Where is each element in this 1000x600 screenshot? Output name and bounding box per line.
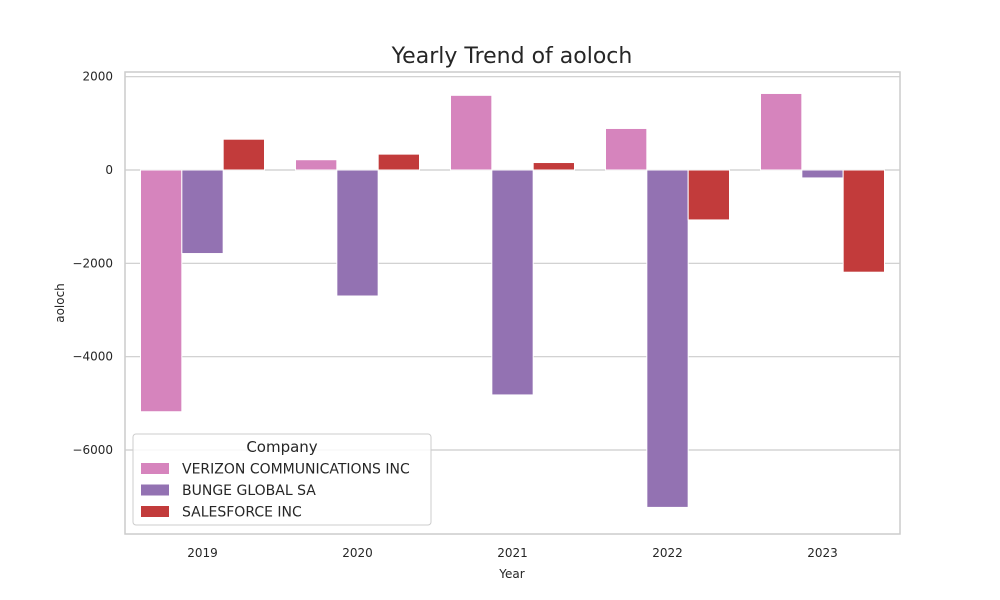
bar: [295, 159, 338, 171]
legend-label: VERIZON COMMUNICATIONS INC: [182, 462, 410, 478]
legend-label: BUNGE GLOBAL SA: [182, 483, 316, 499]
legend-swatch: [141, 506, 169, 517]
bar: [222, 138, 266, 171]
x-tick-label: 2020: [342, 546, 373, 560]
bars: [140, 92, 886, 508]
bar: [450, 94, 493, 171]
bar: [532, 162, 576, 171]
bar: [801, 169, 844, 179]
legend-box: [132, 433, 432, 526]
legend-title: Company: [246, 438, 317, 456]
y-tick-label: 2000: [82, 70, 113, 84]
bar: [605, 127, 648, 171]
legend: Company VERIZON COMMUNICATIONS INC BUNGE …: [132, 433, 432, 526]
bar: [377, 153, 420, 171]
legend-swatch: [141, 484, 169, 496]
y-tick-label: −4000: [72, 350, 113, 364]
y-tick-label: −2000: [72, 256, 113, 270]
x-tick-label: 2021: [497, 546, 528, 560]
legend-swatch: [141, 463, 169, 474]
y-axis-label: aoloch: [53, 283, 67, 323]
x-tick-label: 2019: [187, 546, 218, 560]
legend-label: SALESFORCE INC: [182, 505, 302, 521]
bar: [646, 169, 689, 508]
bar: [760, 92, 803, 171]
x-tick-label: 2023: [807, 546, 838, 560]
bar: [336, 169, 379, 297]
bar: [181, 169, 224, 255]
plot-frame: [124, 71, 901, 535]
bar: [491, 169, 534, 396]
y-tick-label: −6000: [72, 443, 113, 457]
x-tick-label: 2022: [652, 546, 683, 560]
bar: [687, 169, 731, 221]
bar: [842, 169, 886, 273]
chart-title: Yearly Trend of aoloch: [391, 44, 633, 69]
y-tick-label: 0: [105, 163, 113, 177]
x-ticks: 2019 2020 2021 2022 2023: [187, 546, 838, 560]
y-ticks: 2000 0 −2000 −4000 −6000: [72, 70, 113, 457]
x-axis-label: Year: [498, 567, 524, 581]
bar: [140, 169, 183, 413]
